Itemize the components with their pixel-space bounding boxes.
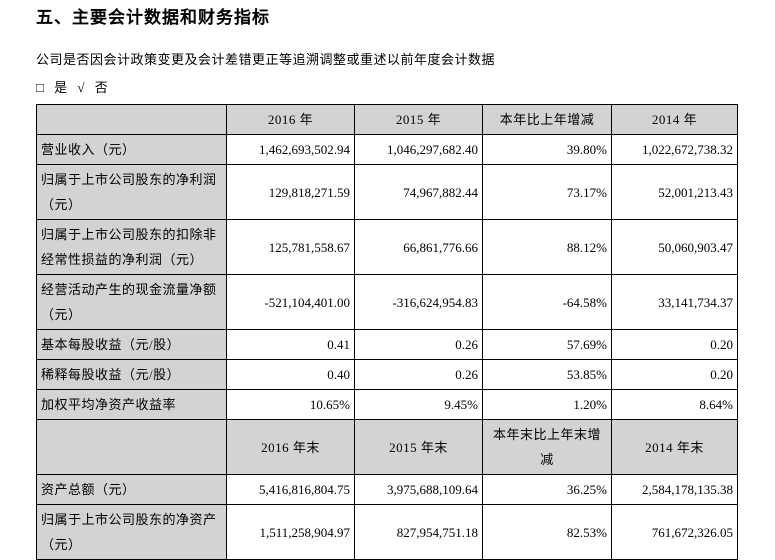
no-label: 否 — [94, 80, 108, 95]
value-cell: 39.80% — [482, 134, 612, 165]
value-cell: 0.41 — [226, 329, 355, 360]
value-cell: 761,672,326.05 — [611, 504, 738, 560]
row-label-diluted-eps: 稀释每股收益（元/股） — [36, 359, 227, 390]
value-cell: 53.85% — [482, 359, 612, 390]
value-cell: 1,462,693,502.94 — [226, 134, 355, 165]
value-cell: 73.17% — [482, 164, 612, 220]
value-cell: 1.20% — [482, 389, 612, 420]
table-row: 经营活动产生的现金流量净额（元） -521,104,401.00 -316,62… — [36, 274, 738, 330]
table-header-annual: 2016 年 2015 年 本年比上年增减 2014 年 — [36, 104, 738, 135]
header-yoy-change: 本年比上年增减 — [482, 104, 612, 135]
value-cell: 66,861,776.66 — [354, 219, 483, 275]
table-row: 归属于上市公司股东的扣除非经常性损益的净利润（元） 125,781,558.67… — [36, 219, 738, 275]
yes-label: 是 — [54, 80, 68, 95]
row-label-operating-cash-flow: 经营活动产生的现金流量净额（元） — [36, 274, 227, 330]
value-cell: 9.45% — [354, 389, 483, 420]
value-cell: 50,060,903.47 — [611, 219, 738, 275]
value-cell: 1,511,258,904.97 — [226, 504, 355, 560]
table-row: 基本每股收益（元/股） 0.41 0.26 57.69% 0.20 — [36, 329, 738, 360]
row-label-net-assets: 归属于上市公司股东的净资产（元） — [36, 504, 227, 560]
value-cell: 0.26 — [354, 359, 483, 390]
header-2014-yearend: 2014 年末 — [611, 419, 738, 475]
restatement-answer-line: □ 是 √ 否 — [36, 80, 739, 95]
header-yearend-change: 本年末比上年末增减 — [482, 419, 612, 475]
table-row: 稀释每股收益（元/股） 0.40 0.26 53.85% 0.20 — [36, 359, 738, 390]
row-label-net-profit-excl-nonrecurring: 归属于上市公司股东的扣除非经常性损益的净利润（元） — [36, 219, 227, 275]
value-cell: 0.26 — [354, 329, 483, 360]
value-cell: -64.58% — [482, 274, 612, 330]
header-2016-yearend: 2016 年末 — [226, 419, 355, 475]
table-row: 归属于上市公司股东的净资产（元） 1,511,258,904.97 827,95… — [36, 504, 738, 560]
value-cell: -316,624,954.83 — [354, 274, 483, 330]
value-cell: 10.65% — [226, 389, 355, 420]
header-2014: 2014 年 — [611, 104, 738, 135]
value-cell: 8.64% — [611, 389, 738, 420]
checkbox-unchecked-icon: □ — [36, 80, 44, 95]
value-cell: 0.20 — [611, 329, 738, 360]
value-cell: 125,781,558.67 — [226, 219, 355, 275]
table-header-yearend: 2016 年末 2015 年末 本年末比上年末增减 2014 年末 — [36, 419, 738, 475]
restatement-question: 公司是否因会计政策变更及会计差错更正等追溯调整或重述以前年度会计数据 — [36, 52, 496, 67]
row-label-basic-eps: 基本每股收益（元/股） — [36, 329, 227, 360]
row-label-weighted-avg-roe: 加权平均净资产收益率 — [36, 389, 227, 420]
checkmark-icon: √ — [77, 80, 85, 95]
header-2015: 2015 年 — [354, 104, 483, 135]
row-label-total-assets: 资产总额（元） — [36, 474, 227, 505]
value-cell: 827,954,751.18 — [354, 504, 483, 560]
header-blank-cell — [36, 419, 227, 475]
financial-indicators-table: 2016 年 2015 年 本年比上年增减 2014 年 营业收入（元） 1,4… — [36, 104, 738, 560]
value-cell: 52,001,213.43 — [611, 164, 738, 220]
value-cell: 5,416,816,804.75 — [226, 474, 355, 505]
table-row: 加权平均净资产收益率 10.65% 9.45% 1.20% 8.64% — [36, 389, 738, 420]
value-cell: 1,022,672,738.32 — [611, 134, 738, 165]
value-cell: 82.53% — [482, 504, 612, 560]
value-cell: 129,818,271.59 — [226, 164, 355, 220]
table-row: 营业收入（元） 1,462,693,502.94 1,046,297,682.4… — [36, 134, 738, 165]
value-cell: 2,584,178,135.38 — [611, 474, 738, 505]
value-cell: 74,967,882.44 — [354, 164, 483, 220]
table-row: 资产总额（元） 5,416,816,804.75 3,975,688,109.6… — [36, 474, 738, 505]
value-cell: 3,975,688,109.64 — [354, 474, 483, 505]
header-2015-yearend: 2015 年末 — [354, 419, 483, 475]
value-cell: -521,104,401.00 — [226, 274, 355, 330]
value-cell: 0.20 — [611, 359, 738, 390]
header-2016: 2016 年 — [226, 104, 355, 135]
section-title: 五、主要会计数据和财务指标 — [36, 8, 270, 27]
header-blank-cell — [36, 104, 227, 135]
value-cell: 36.25% — [482, 474, 612, 505]
row-label-net-profit: 归属于上市公司股东的净利润（元） — [36, 164, 227, 220]
value-cell: 0.40 — [226, 359, 355, 390]
row-label-revenue: 营业收入（元） — [36, 134, 227, 165]
value-cell: 1,046,297,682.40 — [354, 134, 483, 165]
value-cell: 33,141,734.37 — [611, 274, 738, 330]
table-row: 归属于上市公司股东的净利润（元） 129,818,271.59 74,967,8… — [36, 164, 738, 220]
value-cell: 88.12% — [482, 219, 612, 275]
value-cell: 57.69% — [482, 329, 612, 360]
